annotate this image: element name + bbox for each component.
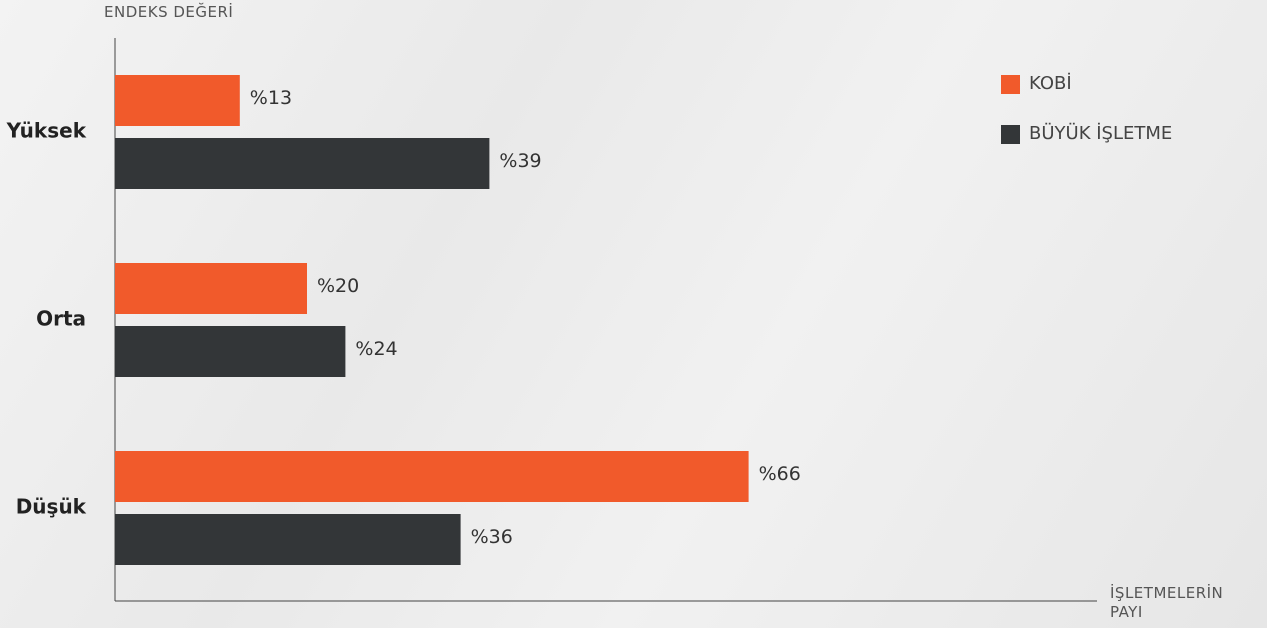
value-label: %20 <box>317 275 359 297</box>
value-label: %24 <box>355 338 397 360</box>
legend-swatch <box>1001 125 1020 144</box>
category-label: Orta <box>36 307 86 331</box>
y-axis-title: ENDEKS DEĞERİ <box>104 3 234 21</box>
value-label: %36 <box>471 526 513 548</box>
bar <box>115 75 240 126</box>
legend-label: BÜYÜK İŞLETME <box>1029 122 1172 144</box>
category-label: Yüksek <box>6 119 87 143</box>
value-label: %39 <box>499 150 541 172</box>
category-label: Düşük <box>16 495 87 519</box>
bar <box>115 263 307 314</box>
bar <box>115 138 490 189</box>
value-label: %66 <box>759 463 801 485</box>
bar <box>115 514 461 565</box>
value-label: %13 <box>250 87 292 109</box>
bar <box>115 326 346 377</box>
legend-label: KOBİ <box>1029 73 1072 94</box>
x-axis-title: İŞLETMELERİN PAYI <box>1110 584 1224 621</box>
bar <box>115 451 749 502</box>
legend-swatch <box>1001 75 1020 94</box>
